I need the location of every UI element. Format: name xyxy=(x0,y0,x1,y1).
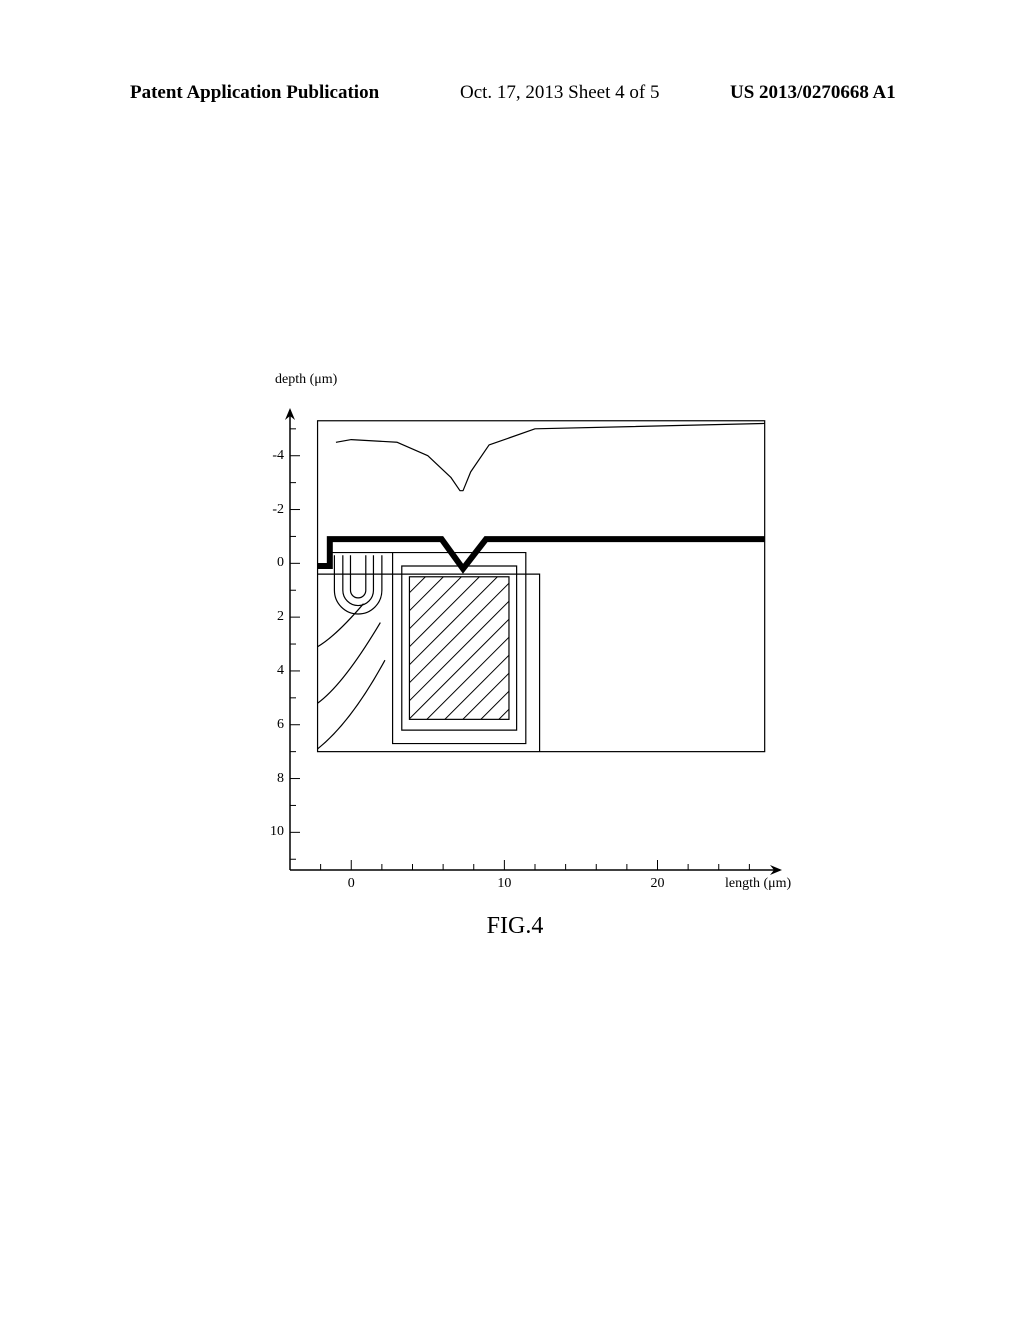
x-tick-label: 0 xyxy=(336,876,366,892)
header-center: Oct. 17, 2013 Sheet 4 of 5 xyxy=(460,82,659,104)
figure-svg xyxy=(235,390,795,890)
y-tick-label: 4 xyxy=(254,663,284,679)
y-tick-label: 8 xyxy=(254,771,284,787)
y-tick-label: 6 xyxy=(254,717,284,733)
y-tick-label: -2 xyxy=(254,502,284,518)
y-tick-label: 2 xyxy=(254,609,284,625)
figure-caption: FIG.4 xyxy=(487,913,544,940)
header-right: US 2013/0270668 A1 xyxy=(730,82,896,104)
y-axis-label: depth (μm) xyxy=(275,372,337,388)
y-tick-label: -4 xyxy=(254,448,284,464)
x-tick-label: 20 xyxy=(643,876,673,892)
y-tick-label: 0 xyxy=(254,555,284,571)
figure-container: depth (μm) -4-20246810 01020 length (μm)… xyxy=(235,390,795,960)
header-left: Patent Application Publication xyxy=(130,82,379,104)
y-tick-label: 10 xyxy=(254,824,284,840)
x-tick-label: 10 xyxy=(489,876,519,892)
x-axis-label: length (μm) xyxy=(725,876,791,892)
